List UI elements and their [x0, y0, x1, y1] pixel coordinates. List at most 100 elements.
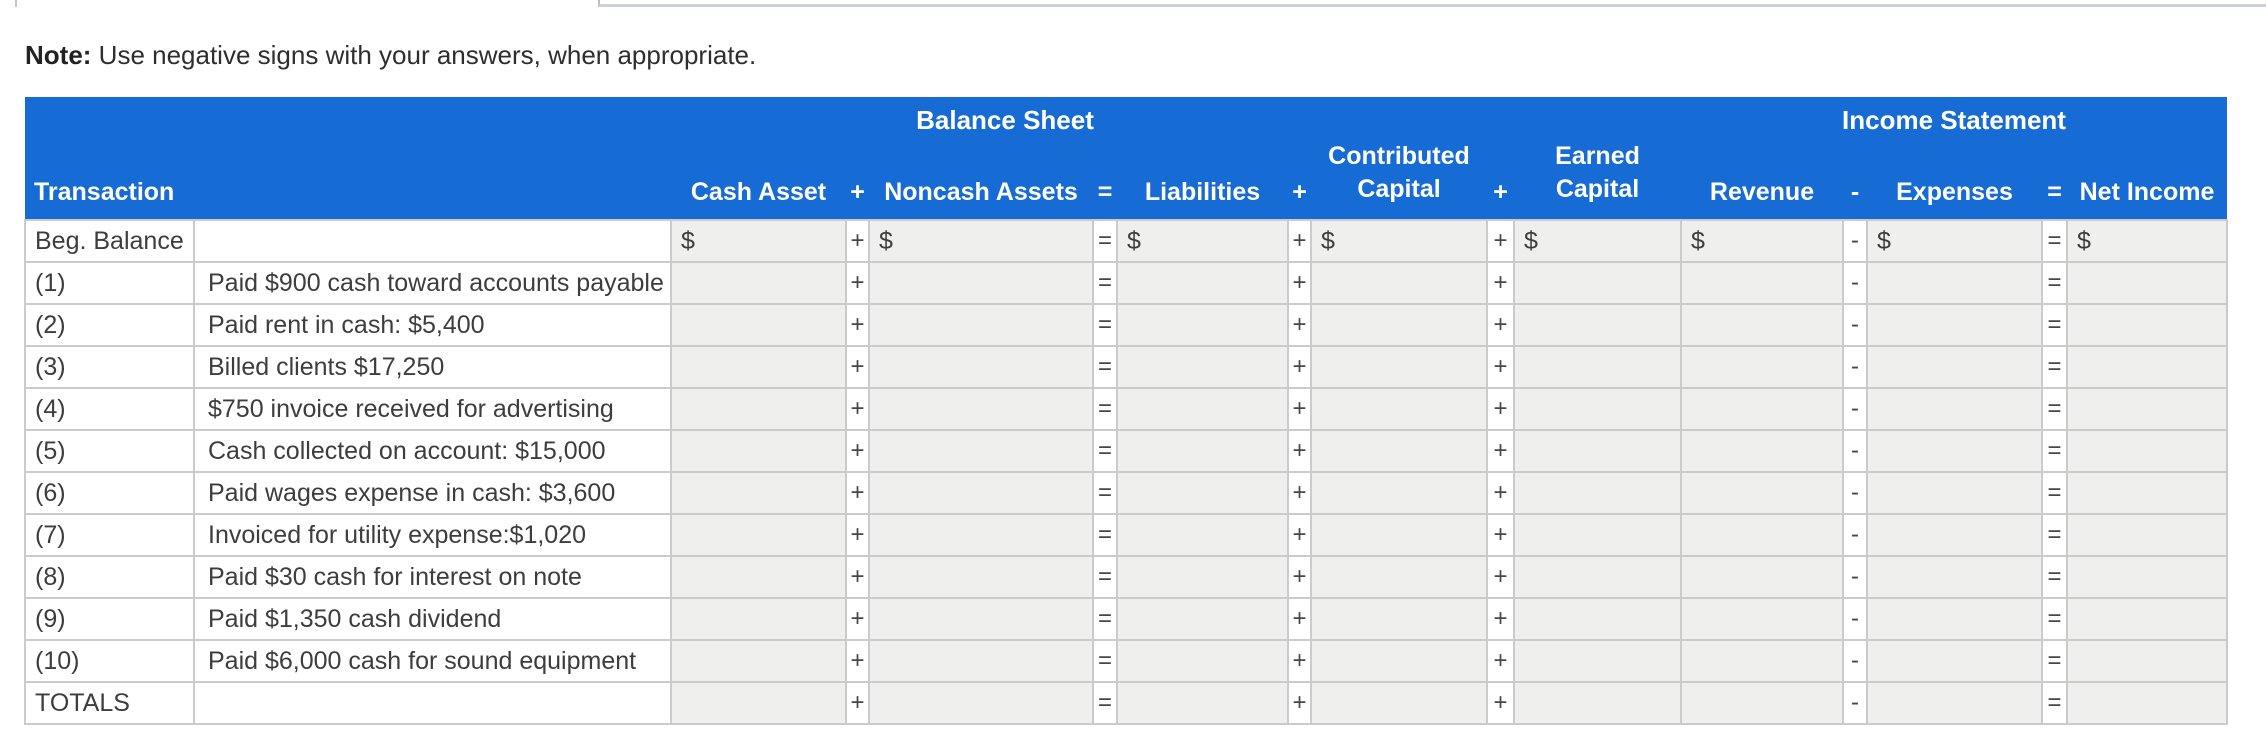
- amount-input-expenses[interactable]: [1866, 387, 2043, 431]
- amount-input-cash-asset[interactable]: [670, 387, 847, 431]
- amount-input-liabilities[interactable]: [1116, 429, 1289, 473]
- amount-input-revenue[interactable]: [1680, 471, 1844, 515]
- amount-input-earned-capital[interactable]: [1513, 513, 1682, 557]
- amount-input-earned-capital[interactable]: [1513, 387, 1682, 431]
- amount-input-earned-capital[interactable]: [1513, 639, 1682, 683]
- amount-input-liabilities[interactable]: [1116, 471, 1289, 515]
- amount-input-earned-capital[interactable]: $: [1513, 219, 1682, 263]
- amount-input-earned-capital[interactable]: [1513, 555, 1682, 599]
- amount-input-earned-capital[interactable]: [1513, 345, 1682, 389]
- amount-input-contributed-capital[interactable]: [1310, 303, 1488, 347]
- amount-input-revenue[interactable]: [1680, 681, 1844, 725]
- amount-input-noncash-assets[interactable]: [868, 345, 1094, 389]
- amount-input-noncash-assets[interactable]: [868, 681, 1094, 725]
- amount-input-revenue[interactable]: [1680, 555, 1844, 599]
- amount-input-noncash-assets[interactable]: [868, 639, 1094, 683]
- amount-input-expenses[interactable]: [1866, 555, 2043, 599]
- table-body: Beg. Balance $ + $ = $ + $ + $ $ - $ = $ (1) Paid $900 c…: [24, 219, 2228, 725]
- amount-input-liabilities[interactable]: [1116, 681, 1289, 725]
- amount-input-earned-capital[interactable]: [1513, 681, 1682, 725]
- amount-input-noncash-assets[interactable]: [868, 261, 1094, 305]
- amount-input-contributed-capital[interactable]: [1310, 471, 1488, 515]
- amount-input-net-income[interactable]: [2066, 513, 2228, 557]
- amount-input-contributed-capital[interactable]: [1310, 681, 1488, 725]
- amount-input-liabilities[interactable]: [1116, 513, 1289, 557]
- amount-input-contributed-capital[interactable]: [1310, 513, 1488, 557]
- column-header-cash-asset: Cash Asset: [671, 137, 846, 220]
- amount-input-noncash-assets[interactable]: [868, 387, 1094, 431]
- amount-input-cash-asset[interactable]: [670, 471, 847, 515]
- amount-input-revenue[interactable]: [1680, 513, 1844, 557]
- amount-input-expenses[interactable]: [1866, 681, 2043, 725]
- amount-input-revenue[interactable]: [1680, 639, 1844, 683]
- amount-input-noncash-assets[interactable]: [868, 303, 1094, 347]
- amount-input-cash-asset[interactable]: [670, 513, 847, 557]
- amount-input-noncash-assets[interactable]: [868, 429, 1094, 473]
- amount-input-net-income[interactable]: [2066, 387, 2228, 431]
- amount-input-liabilities[interactable]: [1116, 345, 1289, 389]
- amount-input-liabilities[interactable]: [1116, 303, 1289, 347]
- amount-input-noncash-assets[interactable]: [868, 597, 1094, 641]
- amount-input-cash-asset[interactable]: [670, 261, 847, 305]
- amount-input-noncash-assets[interactable]: [868, 471, 1094, 515]
- amount-input-revenue[interactable]: [1680, 597, 1844, 641]
- amount-input-earned-capital[interactable]: [1513, 303, 1682, 347]
- amount-input-contributed-capital[interactable]: [1310, 429, 1488, 473]
- amount-input-cash-asset[interactable]: [670, 345, 847, 389]
- amount-input-liabilities[interactable]: [1116, 639, 1289, 683]
- amount-input-revenue[interactable]: [1680, 261, 1844, 305]
- amount-input-revenue[interactable]: [1680, 303, 1844, 347]
- amount-input-liabilities[interactable]: [1116, 555, 1289, 599]
- amount-input-net-income[interactable]: [2066, 597, 2228, 641]
- amount-input-expenses[interactable]: [1866, 597, 2043, 641]
- amount-input-contributed-capital[interactable]: [1310, 597, 1488, 641]
- amount-input-earned-capital[interactable]: [1513, 429, 1682, 473]
- amount-input-contributed-capital[interactable]: [1310, 261, 1488, 305]
- amount-input-net-income[interactable]: [2066, 555, 2228, 599]
- amount-input-noncash-assets[interactable]: [868, 555, 1094, 599]
- amount-input-net-income[interactable]: $: [2066, 219, 2228, 263]
- amount-input-earned-capital[interactable]: [1513, 261, 1682, 305]
- amount-input-net-income[interactable]: [2066, 429, 2228, 473]
- amount-input-cash-asset[interactable]: [670, 429, 847, 473]
- amount-input-cash-asset[interactable]: [670, 681, 847, 725]
- amount-input-expenses[interactable]: [1866, 429, 2043, 473]
- amount-input-cash-asset[interactable]: $: [670, 219, 847, 263]
- amount-input-expenses[interactable]: [1866, 261, 2043, 305]
- amount-input-revenue[interactable]: $: [1680, 219, 1844, 263]
- amount-input-cash-asset[interactable]: [670, 639, 847, 683]
- amount-input-revenue[interactable]: [1680, 345, 1844, 389]
- amount-input-liabilities[interactable]: [1116, 387, 1289, 431]
- amount-input-contributed-capital[interactable]: $: [1310, 219, 1488, 263]
- amount-input-revenue[interactable]: [1680, 387, 1844, 431]
- amount-input-expenses[interactable]: [1866, 471, 2043, 515]
- amount-input-expenses[interactable]: [1866, 345, 2043, 389]
- amount-input-net-income[interactable]: [2066, 639, 2228, 683]
- column-header-revenue: Revenue: [1681, 137, 1843, 220]
- amount-input-net-income[interactable]: [2066, 261, 2228, 305]
- amount-input-liabilities[interactable]: $: [1116, 219, 1289, 263]
- amount-input-liabilities[interactable]: [1116, 261, 1289, 305]
- amount-input-expenses[interactable]: [1866, 639, 2043, 683]
- amount-input-earned-capital[interactable]: [1513, 471, 1682, 515]
- amount-input-expenses[interactable]: $: [1866, 219, 2043, 263]
- amount-input-net-income[interactable]: [2066, 303, 2228, 347]
- amount-input-net-income[interactable]: [2066, 681, 2228, 725]
- amount-input-cash-asset[interactable]: [670, 555, 847, 599]
- amount-input-contributed-capital[interactable]: [1310, 387, 1488, 431]
- amount-input-liabilities[interactable]: [1116, 597, 1289, 641]
- amount-input-revenue[interactable]: [1680, 429, 1844, 473]
- amount-input-contributed-capital[interactable]: [1310, 555, 1488, 599]
- amount-input-net-income[interactable]: [2066, 471, 2228, 515]
- amount-input-net-income[interactable]: [2066, 345, 2228, 389]
- amount-input-expenses[interactable]: [1866, 513, 2043, 557]
- amount-input-expenses[interactable]: [1866, 303, 2043, 347]
- amount-input-noncash-assets[interactable]: [868, 513, 1094, 557]
- amount-input-cash-asset[interactable]: [670, 303, 847, 347]
- amount-input-contributed-capital[interactable]: [1310, 639, 1488, 683]
- amount-input-cash-asset[interactable]: [670, 597, 847, 641]
- operator-cell: +: [845, 219, 870, 263]
- amount-input-noncash-assets[interactable]: $: [868, 219, 1094, 263]
- amount-input-earned-capital[interactable]: [1513, 597, 1682, 641]
- amount-input-contributed-capital[interactable]: [1310, 345, 1488, 389]
